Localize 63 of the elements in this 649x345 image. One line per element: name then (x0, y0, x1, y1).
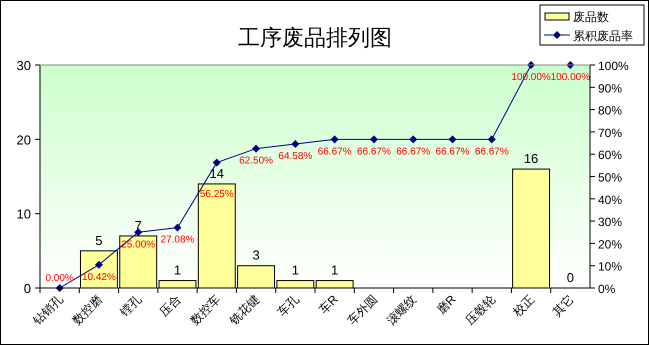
x-tick-label: 其它 (550, 292, 576, 320)
y-tick-label: 10 (16, 206, 31, 222)
data-label: 1 (292, 262, 299, 278)
point (370, 135, 378, 144)
data-label: 1 (331, 262, 338, 278)
y-tick-label: 0 (24, 281, 31, 296)
chart-title: 工序废品排列图 (238, 25, 392, 50)
point (252, 144, 260, 153)
point (409, 135, 418, 144)
data-label: 66.67% (474, 146, 509, 158)
point (174, 224, 182, 232)
data-label: 25.00% (121, 239, 156, 250)
y-tick-label: 30 (16, 58, 31, 73)
x-tick-label: 数控磨 (70, 292, 106, 328)
point (94, 260, 103, 269)
y2-tick-label: 10% (598, 260, 622, 274)
point (488, 135, 496, 144)
y2-tick-label: 90% (598, 81, 622, 96)
data-label: 1 (174, 262, 182, 278)
x-tick-label: 压合 (156, 292, 184, 320)
y2-tick-label: 60% (598, 148, 622, 162)
data-label: 66.67% (356, 146, 391, 158)
x-tick-label: 钻销孔 (30, 292, 66, 328)
x-tick-label: 车孔 (274, 292, 302, 320)
x-tick-label: 铣花键 (226, 292, 262, 328)
x-tick-label: 数控车 (188, 292, 223, 328)
data-label: 14 (210, 166, 224, 181)
y2-tick-label: 50% (598, 170, 622, 184)
legend-label: 累积废品率 (573, 29, 633, 43)
data-label: 66.67% (436, 146, 470, 158)
x-tick-label: 车外圆 (344, 292, 380, 328)
y2-tick-label: 40% (598, 192, 622, 207)
data-label: 0 (566, 270, 574, 285)
point (212, 158, 221, 167)
data-label: 3 (252, 248, 260, 263)
data-label: 66.67% (318, 146, 352, 158)
y2-tick-label: 70% (598, 126, 622, 140)
data-label: 56.25% (200, 188, 234, 200)
data-label: 10.42% (82, 272, 116, 283)
x-tick-label: 车R (316, 292, 341, 317)
point (330, 135, 339, 144)
x-tick-label: 校正 (510, 292, 538, 320)
x-tick-label: 镗孔 (116, 292, 144, 320)
data-label: 64.58% (278, 150, 312, 162)
x-tick-label: 滚螺纹 (384, 292, 420, 328)
x-tick-label: 磨R (434, 292, 459, 317)
data-label: 62.50% (239, 156, 274, 167)
y-tick-label: 20 (16, 132, 31, 148)
point (291, 140, 300, 148)
point (448, 135, 456, 144)
data-label: 100.00% (550, 72, 590, 83)
data-label: 66.67% (396, 146, 430, 158)
data-label: 16 (524, 151, 538, 166)
legend-label: 废品数 (573, 10, 609, 24)
data-label: 27.08% (160, 234, 195, 246)
data-label: 5 (95, 232, 103, 248)
y2-tick-label: 30% (598, 215, 622, 230)
y2-tick-label: 20% (598, 237, 622, 252)
y2-tick-label: 100% (598, 59, 630, 73)
data-label: 0.00% (45, 273, 74, 284)
x-tick-label: 压毂轮 (462, 292, 498, 328)
y2-tick-label: 0% (598, 282, 616, 296)
y2-tick-label: 80% (598, 104, 622, 118)
